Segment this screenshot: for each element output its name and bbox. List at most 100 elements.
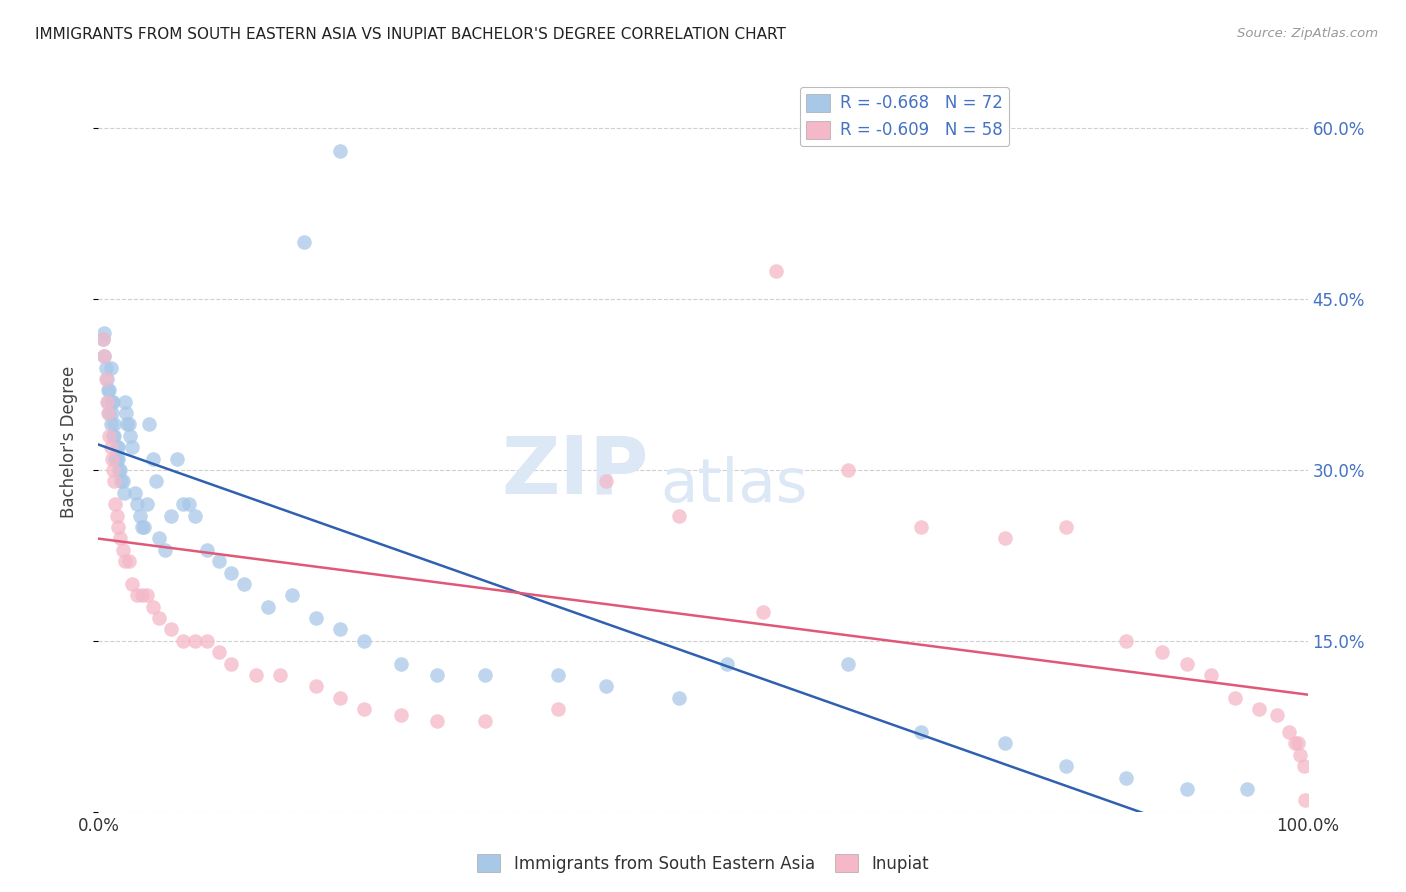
Point	[103, 475, 125, 489]
Point	[668, 690, 690, 705]
Point	[110, 475, 132, 489]
Point	[353, 702, 375, 716]
Point	[994, 532, 1017, 546]
Text: IMMIGRANTS FROM SOUTH EASTERN ASIA VS INUPIAT BACHELOR'S DEGREE CORRELATION CHAR: IMMIGRANTS FROM SOUTH EASTERN ASIA VS IN…	[35, 27, 786, 42]
Point	[184, 508, 207, 523]
Point	[1115, 633, 1137, 648]
Point	[96, 372, 118, 386]
Point	[1175, 657, 1198, 671]
Point	[668, 508, 690, 523]
Point	[97, 394, 120, 409]
Point	[426, 714, 449, 728]
Point	[131, 588, 153, 602]
Point	[96, 394, 118, 409]
Point	[910, 725, 932, 739]
Point	[256, 599, 278, 614]
Point	[91, 332, 114, 346]
Point	[94, 360, 117, 375]
Point	[160, 623, 183, 637]
Point	[100, 360, 122, 375]
Point	[107, 451, 129, 466]
Point	[98, 429, 121, 443]
Point	[98, 406, 121, 420]
Point	[426, 668, 449, 682]
Point	[93, 326, 115, 341]
Point	[108, 463, 131, 477]
Point	[1115, 771, 1137, 785]
Point	[292, 235, 315, 250]
Text: ZIP: ZIP	[502, 432, 648, 510]
Point	[1284, 736, 1306, 750]
Point	[100, 394, 122, 409]
Point	[111, 542, 134, 557]
Point	[547, 668, 569, 682]
Point	[716, 657, 738, 671]
Point	[121, 577, 143, 591]
Point	[269, 668, 291, 682]
Point	[595, 475, 617, 489]
Point	[148, 532, 170, 546]
Point	[100, 451, 122, 466]
Point	[1249, 702, 1271, 716]
Point	[134, 520, 156, 534]
Point	[118, 429, 141, 443]
Point	[1054, 520, 1077, 534]
Point	[118, 417, 141, 432]
Point	[118, 554, 141, 568]
Point	[153, 542, 176, 557]
Point	[281, 588, 304, 602]
Point	[195, 542, 218, 557]
Legend: R = -0.668   N = 72, R = -0.609   N = 58: R = -0.668 N = 72, R = -0.609 N = 58	[800, 87, 1010, 146]
Point	[128, 508, 150, 523]
Point	[208, 645, 231, 659]
Point	[1267, 707, 1289, 722]
Point	[93, 349, 115, 363]
Point	[353, 633, 375, 648]
Point	[107, 440, 129, 454]
Point	[160, 508, 183, 523]
Point	[98, 384, 121, 398]
Point	[1199, 668, 1222, 682]
Point	[837, 463, 859, 477]
Point	[547, 702, 569, 716]
Point	[114, 394, 136, 409]
Point	[172, 497, 194, 511]
Point	[1236, 781, 1258, 796]
Point	[142, 451, 165, 466]
Point	[100, 406, 122, 420]
Point	[305, 611, 328, 625]
Point	[104, 497, 127, 511]
Point	[108, 463, 131, 477]
Point	[221, 566, 243, 580]
Point	[105, 440, 128, 454]
Point	[837, 657, 859, 671]
Point	[103, 417, 125, 432]
Point	[135, 588, 157, 602]
Point	[1223, 690, 1246, 705]
Point	[101, 394, 124, 409]
Point	[148, 611, 170, 625]
Point	[135, 497, 157, 511]
Point	[910, 520, 932, 534]
Point	[94, 372, 117, 386]
Text: Source: ZipAtlas.com: Source: ZipAtlas.com	[1237, 27, 1378, 40]
Point	[127, 497, 149, 511]
Point	[474, 668, 496, 682]
Point	[105, 451, 128, 466]
Point	[142, 599, 165, 614]
Point	[115, 406, 138, 420]
Point	[127, 588, 149, 602]
Point	[105, 508, 128, 523]
Point	[474, 714, 496, 728]
Point	[138, 417, 160, 432]
Point	[131, 520, 153, 534]
Point	[994, 736, 1017, 750]
Point	[108, 532, 131, 546]
Point	[245, 668, 267, 682]
Y-axis label: Bachelor's Degree: Bachelor's Degree	[59, 366, 77, 517]
Point	[124, 485, 146, 500]
Point	[752, 606, 775, 620]
Point	[112, 485, 135, 500]
Point	[107, 520, 129, 534]
Point	[103, 429, 125, 443]
